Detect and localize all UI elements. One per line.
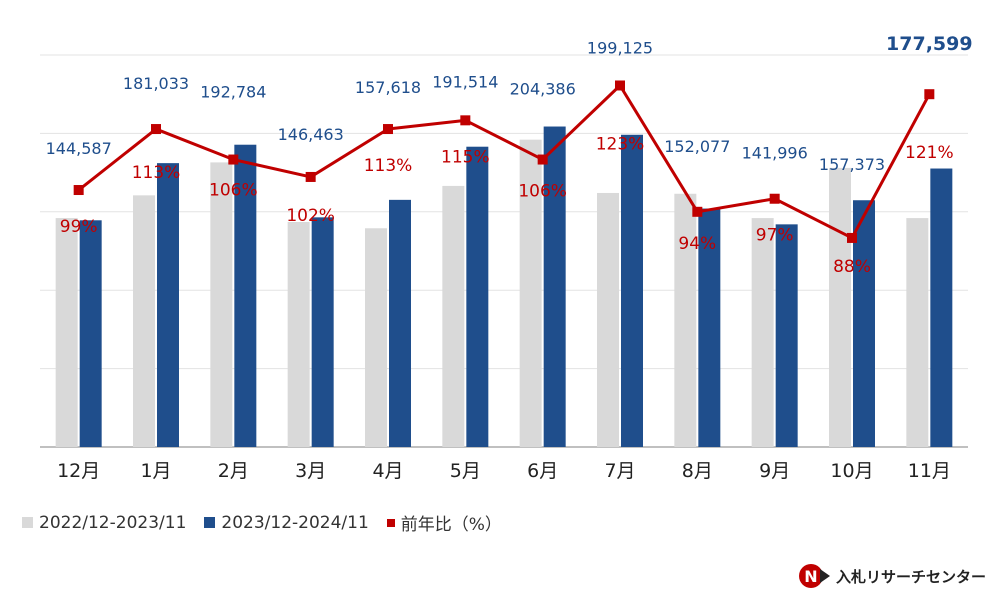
bar-prev-year bbox=[829, 167, 851, 447]
bar-current-year bbox=[389, 199, 411, 447]
bar-current-year bbox=[157, 163, 179, 447]
value-label: 181,033 bbox=[123, 74, 189, 93]
yoy-line-point bbox=[692, 206, 703, 217]
x-tick-label: 11月 bbox=[908, 460, 951, 482]
legend: 2022/12-2023/11 2023/12-2024/11 前年比（%） bbox=[22, 510, 520, 535]
gridlines bbox=[40, 54, 968, 448]
yoy-ratio-line bbox=[73, 80, 935, 243]
bar-current-year bbox=[543, 126, 566, 447]
brand-mark-icon: N bbox=[798, 564, 830, 588]
yoy-line-point bbox=[73, 185, 84, 196]
yoy-line-point bbox=[151, 124, 161, 135]
yoy-line-point bbox=[305, 171, 316, 182]
bar-prev-year bbox=[597, 192, 619, 447]
legend-item-yoy-ratio[interactable]: 前年比（%） bbox=[386, 510, 502, 535]
legend-swatch bbox=[204, 517, 216, 528]
yoy-line-point bbox=[460, 115, 471, 126]
bar-prev-year bbox=[133, 195, 155, 447]
brand-mark-letter: N bbox=[804, 567, 817, 586]
legend-label: 2023/12-2024/11 bbox=[221, 512, 369, 533]
legend-item-current-year[interactable]: 2023/12-2024/11 bbox=[204, 512, 369, 533]
yoy-line-point bbox=[537, 154, 548, 165]
bar-current-year bbox=[466, 146, 489, 447]
x-tick-label: 3月 bbox=[295, 460, 326, 482]
bar-prev-year bbox=[442, 185, 465, 448]
value-label: 157,618 bbox=[355, 78, 421, 97]
bars-current-year bbox=[79, 126, 953, 447]
bar-current-year bbox=[930, 168, 953, 447]
bar-current-year bbox=[79, 220, 102, 447]
percent-label: 113% bbox=[132, 163, 181, 183]
yoy-line-point bbox=[769, 193, 780, 204]
bars-previous-year bbox=[55, 139, 929, 448]
x-tick-label: 9月 bbox=[759, 460, 790, 482]
yoy-line-path bbox=[77, 83, 931, 240]
yoy-line-point bbox=[847, 232, 857, 243]
value-labels: 144,587 181,033 192,784 146,463 157,618 191,5… bbox=[46, 33, 973, 174]
percent-label: 121% bbox=[905, 143, 954, 163]
bar-prev-year bbox=[519, 139, 542, 447]
value-label: 204,386 bbox=[510, 80, 576, 99]
bar-prev-year bbox=[287, 221, 310, 447]
x-tick-label: 1月 bbox=[140, 460, 171, 482]
legend-swatch bbox=[386, 518, 395, 527]
x-tick-label: 2月 bbox=[218, 460, 249, 482]
bar-current-year bbox=[234, 144, 257, 447]
bar-prev-year bbox=[674, 193, 697, 447]
bar-prev-year bbox=[906, 218, 929, 447]
bar-prev-year bbox=[365, 228, 387, 447]
percent-label: 113% bbox=[364, 156, 413, 176]
bar-current-year bbox=[698, 208, 721, 447]
yoy-line-point bbox=[924, 89, 935, 100]
value-label: 177,599 bbox=[886, 33, 973, 55]
percent-label: 106% bbox=[209, 181, 258, 201]
x-tick-label: 12月 bbox=[57, 460, 100, 482]
bar-prev-year bbox=[210, 162, 233, 447]
value-label: 152,077 bbox=[664, 137, 730, 156]
x-tick-labels: 12月 1月 2月 3月 4月 5月 6月 7月 8月 9月 10月 11月 bbox=[57, 460, 951, 482]
value-label: 192,784 bbox=[200, 83, 266, 102]
percent-label: 99% bbox=[60, 217, 98, 237]
percent-label: 88% bbox=[833, 257, 871, 277]
bar-current-year bbox=[853, 200, 875, 447]
value-label: 146,463 bbox=[278, 125, 344, 144]
x-tick-label: 5月 bbox=[450, 460, 481, 482]
x-tick-label: 6月 bbox=[527, 460, 558, 482]
percent-label: 115% bbox=[441, 147, 490, 167]
x-tick-label: 4月 bbox=[372, 460, 403, 482]
value-label: 141,996 bbox=[742, 144, 808, 163]
value-label: 199,125 bbox=[587, 38, 653, 57]
legend-swatch bbox=[22, 517, 33, 528]
percent-label: 123% bbox=[596, 134, 645, 154]
percent-label: 97% bbox=[756, 226, 794, 246]
percent-label: 94% bbox=[678, 234, 716, 254]
x-tick-label: 8月 bbox=[682, 460, 713, 482]
percent-labels: 99% 113% 106% 102% 113% 115% 106% 123% 94% 97% 88%… bbox=[60, 134, 954, 276]
yoy-line-point bbox=[383, 124, 393, 135]
value-label: 144,587 bbox=[46, 139, 112, 158]
value-label: 157,373 bbox=[819, 155, 885, 174]
x-tick-label: 7月 bbox=[604, 460, 635, 482]
bar-prev-year bbox=[751, 218, 774, 447]
brand-name: 入札リサーチセンター bbox=[835, 567, 986, 586]
bar-current-year bbox=[311, 217, 334, 447]
x-tick-label: 10月 bbox=[830, 460, 873, 482]
yoy-line-point bbox=[615, 80, 625, 91]
legend-item-prev-year[interactable]: 2022/12-2023/11 bbox=[22, 513, 186, 533]
legend-label: 前年比（%） bbox=[400, 515, 502, 535]
bar-prev-year bbox=[55, 218, 78, 447]
value-label: 191,514 bbox=[432, 72, 498, 91]
yoy-line-point bbox=[228, 154, 239, 165]
bar-current-year bbox=[621, 134, 643, 447]
percent-label: 102% bbox=[286, 206, 335, 226]
percent-label: 106% bbox=[518, 182, 567, 202]
legend-label: 2022/12-2023/11 bbox=[39, 512, 187, 533]
bar-current-year bbox=[775, 224, 798, 447]
brand-logo: N 入札リサーチセンター bbox=[798, 563, 986, 589]
